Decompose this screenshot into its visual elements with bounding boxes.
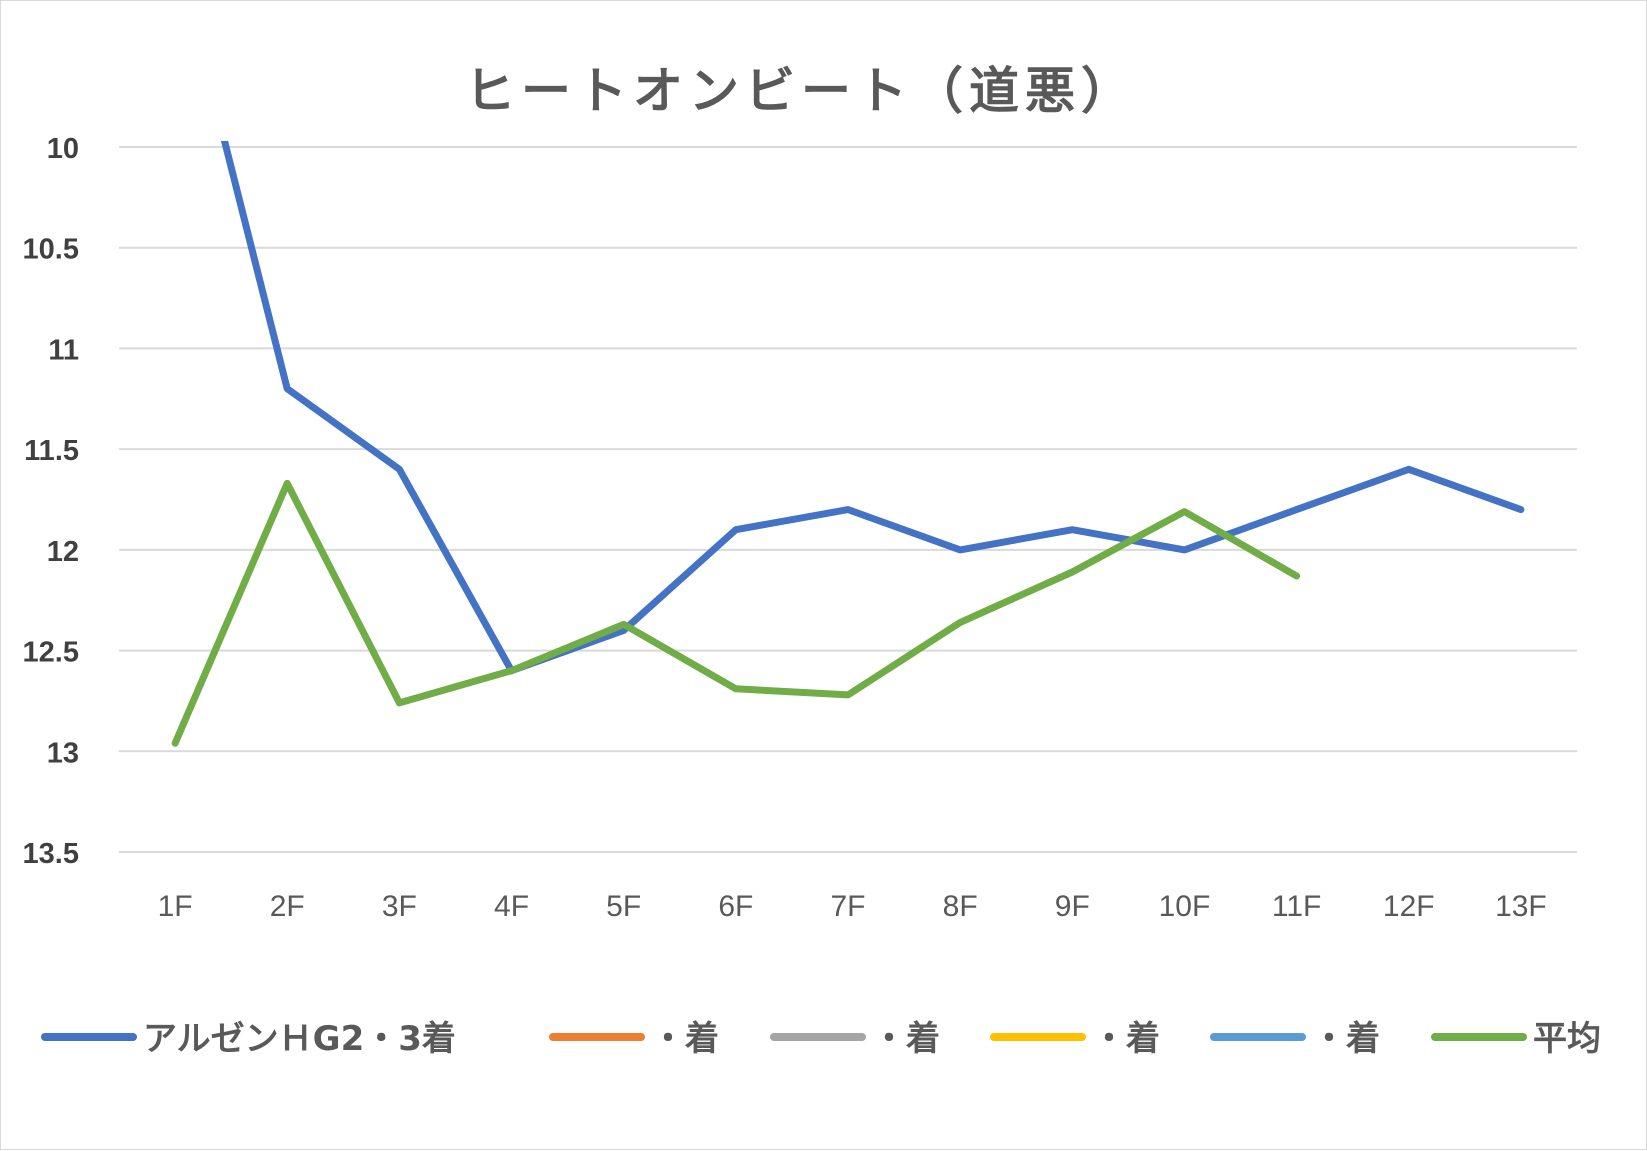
y-tick-label: 12.5 xyxy=(23,637,79,669)
x-tick-label: 5F xyxy=(606,890,641,923)
y-tick-label: 10 xyxy=(47,133,79,165)
x-tick-label: 7F xyxy=(830,890,865,923)
x-tick-label: 12F xyxy=(1383,890,1435,923)
series-lines xyxy=(171,141,1525,747)
legend-label: 平均 xyxy=(1533,1019,1601,1059)
x-tick-label: 10F xyxy=(1159,890,1211,923)
series-line xyxy=(220,141,1525,675)
y-tick-label: 13 xyxy=(47,737,79,769)
legend-label: ・着 xyxy=(651,1019,719,1059)
legend-label: ・着 xyxy=(1312,1019,1380,1059)
x-tick-label: 2F xyxy=(270,890,305,923)
legend-label: アルゼンＨG2・3着 xyxy=(143,1019,456,1059)
legend: アルゼンＨG2・3着 ・着 ・着 ・着 ・着 平均 xyxy=(41,1019,1601,1059)
x-tick-label: 3F xyxy=(382,890,417,923)
legend-label: ・着 xyxy=(872,1019,940,1059)
x-tick-label: 13F xyxy=(1495,890,1547,923)
x-axis-ticks: 1F 2F 3F 4F 5F 6F 7F 8F 9F 10F 11F 12F 13F xyxy=(158,890,1547,923)
x-tick-label: 8F xyxy=(943,890,978,923)
x-tick-label: 4F xyxy=(494,890,529,923)
y-tick-label: 12 xyxy=(47,536,79,568)
x-tick-label: 9F xyxy=(1055,890,1090,923)
chart-title: ヒートオンビート（道悪） xyxy=(465,62,1137,120)
x-tick-label: 11F xyxy=(1272,890,1321,923)
y-axis-ticks: 10 10.5 11 11.5 12 12.5 13 13.5 xyxy=(23,133,79,870)
x-tick-label: 6F xyxy=(718,890,753,923)
gridlines xyxy=(119,146,1577,853)
y-tick-label: 10.5 xyxy=(23,234,79,266)
y-tick-label: 11 xyxy=(48,334,79,366)
x-tick-label: 1F xyxy=(158,890,193,923)
series-line xyxy=(171,479,1301,747)
y-tick-label: 11.5 xyxy=(24,435,79,467)
y-tick-label: 13.5 xyxy=(23,838,79,870)
legend-label: ・着 xyxy=(1092,1019,1160,1059)
